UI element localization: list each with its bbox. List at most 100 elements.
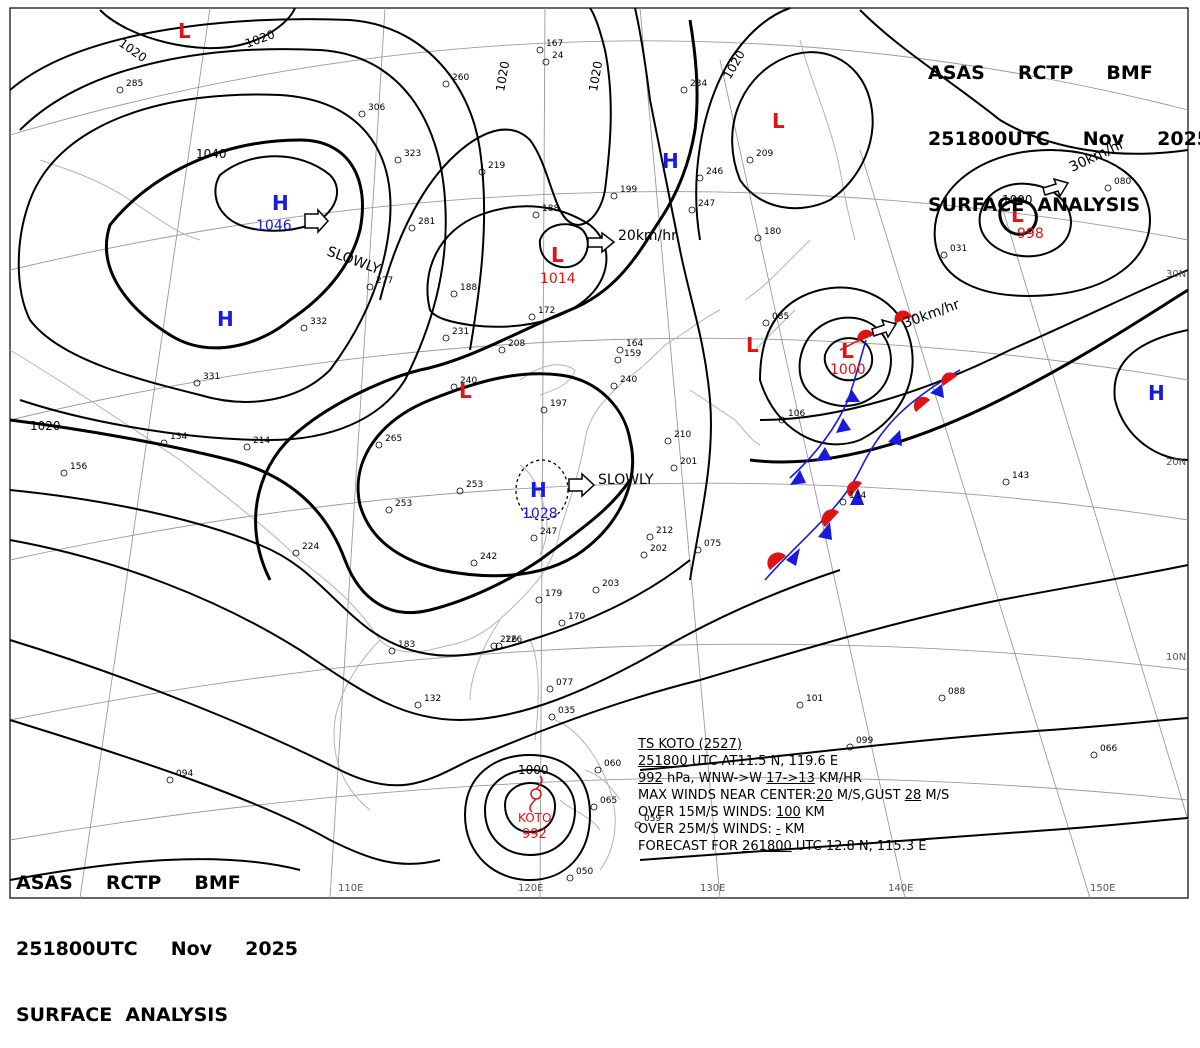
station-pressure-label: 060 [604, 759, 621, 769]
typhoon-speed: 17->13 [766, 771, 815, 786]
station-pressure-label: 164 [626, 339, 643, 349]
isobar-1008-east [9, 817, 1189, 881]
station-circle-icon [640, 551, 648, 559]
typhoon-speed-unit: KM/HR [814, 771, 862, 786]
motion-arrows [304, 177, 1070, 498]
station-circle-icon [680, 86, 688, 94]
station-pressure-label: 059 [644, 814, 661, 824]
isobar-1028 [19, 48, 447, 442]
gust-unit: M/S [921, 788, 950, 803]
isobar-1012 [9, 539, 841, 722]
station-circle-icon [846, 743, 854, 751]
station-circle-icon [548, 713, 556, 721]
station-pressure-label: 285 [126, 79, 143, 89]
lat-label: 10N [1166, 652, 1186, 663]
station-circle-icon [160, 439, 168, 447]
isobar-1000-ne-low [998, 199, 1038, 236]
station-circle-icon [746, 156, 754, 164]
station-pressure-label: 247 [540, 527, 557, 537]
station-pressure-label: 031 [950, 244, 967, 254]
station-circle-icon [408, 224, 416, 232]
gust-label: M/S,GUST [832, 788, 905, 803]
warm-front-bump [846, 480, 862, 497]
isobar-1016-east-2 [759, 269, 1189, 421]
isobar-typhoon-inner [503, 781, 557, 834]
max-winds-value: 20 [816, 788, 833, 803]
isobar-1012-central [538, 223, 589, 269]
isobar-1012-far-east [859, 9, 1189, 155]
station-pressure-label: 050 [576, 867, 593, 877]
lat-label: 20N [1166, 457, 1186, 468]
station-pressure-label: 075 [704, 539, 721, 549]
cold-front-triangle [816, 447, 832, 461]
station-pressure-label: 265 [385, 434, 402, 444]
header-line-1: ASAS RCTP BMF [928, 62, 1153, 84]
station-pressure-label: 281 [418, 217, 435, 227]
station-circle-icon [358, 110, 366, 118]
station-pressure-label: 101 [806, 694, 823, 704]
high-1028-dashed-circle [515, 459, 569, 521]
station-circle-icon [940, 251, 948, 259]
station-circle-icon [292, 549, 300, 557]
station-pressure-label: 159 [624, 349, 641, 359]
station-pressure-label: 156 [70, 462, 87, 472]
station-circle-icon [1002, 478, 1010, 486]
station-circle-icon [696, 174, 704, 182]
low-center-letter: L [1011, 203, 1024, 227]
motion-arrow-right-icon [568, 472, 596, 498]
isobar-1012-north-east [731, 51, 874, 210]
station-circle-icon [614, 356, 622, 364]
station-circle-icon [694, 546, 702, 554]
station-circle-icon [385, 506, 393, 514]
over15-value: 100 [776, 805, 801, 820]
low-center-letter: L [551, 243, 564, 267]
station-circle-icon [839, 498, 847, 506]
station-circle-icon [762, 319, 770, 327]
header-line-2: 251800UTC Nov 2025 [16, 938, 299, 960]
station-pressure-label: 253 [466, 480, 483, 490]
station-circle-icon [450, 383, 458, 391]
isobar-1008 [9, 564, 1189, 787]
isobar-1016-far-east [749, 288, 1189, 464]
motion-arrow-right-icon [304, 208, 330, 234]
station-pressure-label: 066 [1100, 744, 1117, 754]
station-pressure-label: 077 [556, 678, 573, 688]
isobars [9, 7, 1189, 882]
station-pressure-label: 065 [600, 796, 617, 806]
station-pressure-label: 094 [176, 769, 193, 779]
low-center-value: 1014 [540, 271, 576, 287]
station-circle-icon [366, 283, 374, 291]
station-pressure-label: 188 [460, 283, 477, 293]
station-pressure-label: 306 [368, 103, 385, 113]
station-circle-icon [243, 443, 251, 451]
low-center-value: 998 [1017, 226, 1044, 242]
isobar-label: 1020 [30, 419, 61, 433]
station-pressure-label: 080 [1114, 177, 1131, 187]
high-center-letter: H [1148, 381, 1165, 405]
station-pressure-label: 134 [849, 491, 866, 501]
max-winds-label: MAX WINDS NEAR CENTER: [638, 788, 817, 803]
cold-front-triangle [845, 390, 860, 402]
station-pressure-label: 199 [620, 185, 637, 195]
station-circle-icon [414, 701, 422, 709]
station-pressure-label: 224 [302, 542, 319, 552]
station-circle-icon [610, 192, 618, 200]
cold-front-triangle [930, 384, 944, 398]
map-frame [9, 7, 1189, 899]
station-circle-icon [442, 80, 450, 88]
station-pressure-label: 331 [203, 372, 220, 382]
low-center-letter: L [841, 339, 854, 363]
warm-front-bump [857, 329, 874, 342]
station-pressure-label: 242 [480, 552, 497, 562]
station-pressure-label: 203 [602, 579, 619, 589]
station-circle-icon [1104, 184, 1112, 192]
isobar-1004 [9, 717, 1189, 865]
station-pressure-label: 202 [650, 544, 667, 554]
isobar-1036 [104, 138, 364, 350]
station-circle-icon [60, 469, 68, 477]
low-center-letter: L [178, 19, 191, 43]
isobar-label: 1000 [518, 763, 549, 777]
isobar-label: 1020 [116, 36, 149, 65]
station-circle-icon [616, 346, 624, 354]
station-pressure-label: 24 [552, 51, 564, 61]
